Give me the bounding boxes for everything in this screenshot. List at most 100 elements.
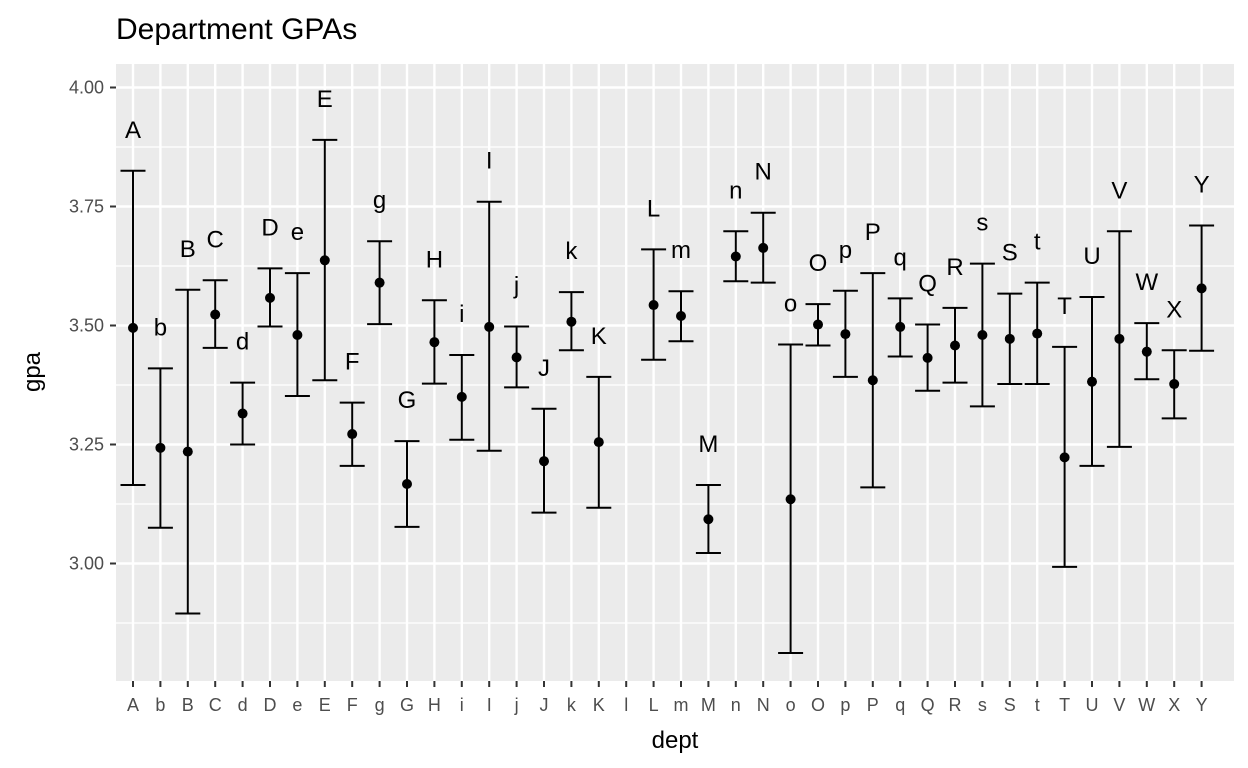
y-tick-label: 3.25 (69, 435, 104, 455)
data-label: P (865, 219, 881, 246)
mean-point (593, 437, 604, 448)
data-label: g (373, 187, 386, 214)
x-tick-label: i (460, 695, 464, 715)
mean-point (374, 277, 385, 288)
mean-point (347, 429, 358, 440)
plot-panel (116, 64, 1234, 681)
mean-point (566, 316, 577, 327)
mean-points (128, 242, 1207, 525)
x-tick-label: o (786, 695, 796, 715)
data-label: G (398, 387, 417, 414)
x-tick-label: K (593, 695, 605, 715)
data-label: N (755, 159, 772, 186)
x-axis-title: dept (652, 727, 699, 754)
chart-title: Department GPAs (116, 13, 357, 46)
mean-point (758, 242, 769, 253)
x-tick-label: m (674, 695, 689, 715)
x-tick-label: M (701, 695, 716, 715)
y-tick-label: 3.75 (69, 197, 104, 217)
data-label: J (538, 355, 550, 382)
mean-point (1004, 333, 1015, 344)
data-label: I (486, 148, 493, 175)
x-tick-label: q (895, 695, 905, 715)
data-label: X (1166, 296, 1182, 323)
data-label: C (207, 226, 224, 253)
data-label: p (839, 237, 852, 264)
data-label: Y (1194, 172, 1210, 199)
mean-point (922, 352, 933, 363)
mean-point (484, 321, 495, 332)
mean-point (1059, 452, 1070, 463)
mean-point (292, 330, 303, 341)
data-label: T (1057, 293, 1072, 320)
data-label: q (894, 244, 907, 271)
x-tick-label: J (540, 695, 549, 715)
data-label: V (1111, 177, 1127, 204)
mean-point (867, 375, 878, 386)
mean-point (895, 321, 906, 332)
x-tick-label: N (757, 695, 770, 715)
data-label: D (261, 214, 278, 241)
x-tick-label: l (624, 695, 628, 715)
mean-point (950, 340, 960, 351)
x-tick-label: X (1168, 695, 1180, 715)
data-label: Q (918, 271, 937, 298)
data-label: t (1034, 229, 1041, 256)
data-label: U (1083, 243, 1100, 270)
x-tick-label: B (182, 695, 194, 715)
data-label: i (459, 301, 464, 328)
x-tick-label: t (1035, 695, 1040, 715)
mean-point (429, 337, 440, 348)
mean-point (155, 442, 166, 453)
mean-point (265, 292, 275, 303)
data-label: E (317, 86, 333, 113)
mean-point (1032, 328, 1043, 339)
data-label: S (1002, 240, 1018, 267)
mean-point (182, 446, 193, 457)
x-tick-label: k (567, 695, 577, 715)
mean-point (1141, 346, 1152, 357)
mean-point (456, 391, 467, 402)
x-tick-label: E (319, 695, 331, 715)
mean-point (237, 408, 248, 419)
data-label: s (976, 210, 988, 237)
data-label: M (698, 431, 718, 458)
x-tick-label: Q (921, 695, 935, 715)
x-tick-label: G (400, 695, 414, 715)
data-label: K (591, 323, 607, 350)
data-label: j (513, 272, 519, 299)
mean-point (1196, 283, 1207, 294)
x-tick-label: D (264, 695, 277, 715)
mean-point (539, 456, 549, 467)
x-tick-label: e (292, 695, 302, 715)
data-label: m (671, 237, 691, 264)
mean-point (402, 479, 412, 490)
data-label: A (125, 117, 141, 144)
mean-point (840, 329, 851, 340)
mean-point (511, 352, 522, 363)
y-axis: 3.00 3.25 3.50 3.75 4.00 (69, 78, 116, 574)
x-tick-label: b (155, 695, 165, 715)
data-label: F (345, 349, 360, 376)
data-label: W (1135, 269, 1158, 296)
y-tick-label: 3.00 (69, 554, 104, 574)
mean-point (977, 330, 988, 341)
y-tick-label: 3.50 (69, 316, 104, 336)
data-label: H (426, 246, 443, 273)
data-label: e (291, 219, 304, 246)
x-tick-label: R (949, 695, 962, 715)
mean-point (128, 322, 138, 333)
x-tick-label: W (1138, 695, 1155, 715)
x-tick-label: d (238, 695, 248, 715)
mean-point (676, 310, 686, 321)
mean-point (1087, 376, 1097, 387)
x-tick-label: Y (1196, 695, 1208, 715)
data-label: b (154, 314, 167, 341)
x-tick-label: O (811, 695, 825, 715)
y-tick-label: 4.00 (69, 78, 104, 98)
data-label: o (784, 291, 797, 318)
x-tick-label: g (375, 695, 385, 715)
